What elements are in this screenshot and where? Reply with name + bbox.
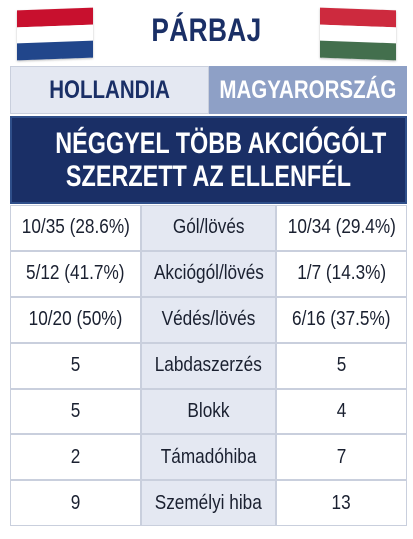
stat-value-left: 2	[70, 445, 81, 468]
stat-value-right-cell: 10/34 (29.4%)	[276, 205, 407, 251]
stats-row: 10/20 (50%) Védés/lövés 6/16 (37.5%)	[10, 296, 407, 343]
team-names-row: HOLLANDIA MAGYARORSZÁG	[10, 66, 407, 114]
stats-row: 5 Labdaszerzés 5	[10, 342, 407, 389]
stat-value-right: 6/16 (37.5%)	[292, 308, 391, 331]
stat-value-left-cell: 10/20 (50%)	[10, 296, 141, 343]
stat-label-cell: Blokk	[141, 388, 276, 435]
stat-value-left: 5	[70, 354, 81, 377]
stat-value-right: 10/34 (29.4%)	[287, 216, 396, 239]
stat-value-left-cell: 2	[10, 434, 141, 481]
stats-row: 9 Személyi hiba 13	[10, 480, 407, 527]
page-title: PÁRBAJ	[151, 12, 262, 48]
stat-value-right: 1/7 (14.3%)	[297, 262, 386, 285]
stats-row: 5/12 (41.7%) Akciógól/lövés 1/7 (14.3%)	[10, 250, 407, 297]
stat-label-cell: Személyi hiba	[141, 480, 276, 527]
team-right-name: MAGYARORSZÁG	[219, 75, 397, 104]
stat-value-left: 10/20 (50%)	[28, 308, 123, 331]
headline-line-2: SZERZETT AZ ELLENFÉL	[65, 160, 352, 193]
stat-value-left: 5/12 (41.7%)	[26, 262, 125, 285]
stat-value-right-cell: 6/16 (37.5%)	[276, 296, 407, 343]
stat-value-right-cell: 1/7 (14.3%)	[276, 250, 407, 297]
stat-value-left-cell: 9	[10, 480, 141, 527]
team-left: HOLLANDIA	[10, 66, 209, 114]
stats-row: 5 Blokk 4	[10, 388, 407, 435]
stat-value-right-cell: 7	[276, 434, 407, 481]
stat-value-right: 4	[336, 400, 347, 422]
flag-stripe-bottom	[320, 40, 396, 61]
team-left-name: HOLLANDIA	[49, 75, 170, 104]
stat-label: Labdaszerzés	[154, 354, 263, 377]
stat-value-right: 7	[336, 445, 347, 468]
header: PÁRBAJ	[0, 0, 413, 66]
stat-value-left-cell: 10/35 (28.6%)	[10, 205, 141, 251]
stat-label-cell: Akciógól/lövés	[141, 250, 276, 297]
stat-label: Blokk	[187, 400, 230, 422]
stat-value-left-cell: 5/12 (41.7%)	[10, 250, 141, 297]
hungary-flag-icon	[320, 7, 396, 61]
stat-value-left: 10/35 (28.6%)	[21, 216, 130, 239]
stats-row: 2 Támadóhiba 7	[10, 434, 407, 481]
stat-value-right-cell: 13	[276, 480, 407, 527]
stat-value-right-cell: 4	[276, 388, 407, 435]
stat-value-left-cell: 5	[10, 388, 141, 435]
stat-label: Támadóhiba	[160, 445, 257, 468]
stat-label: Gól/lövés	[172, 216, 245, 239]
stat-value-right: 5	[336, 354, 347, 377]
headline-line-1: NÉGGYEL TÖBB AKCIÓGÓLT	[55, 127, 387, 160]
stat-value-left: 5	[70, 400, 81, 422]
stat-value-left: 9	[70, 491, 81, 514]
stat-label-cell: Támadóhiba	[141, 434, 276, 481]
stat-label-cell: Labdaszerzés	[141, 342, 276, 389]
stat-label-cell: Védés/lövés	[141, 296, 276, 343]
stat-value-right-cell: 5	[276, 342, 407, 389]
stat-label-cell: Gól/lövés	[141, 205, 276, 251]
stat-value-left-cell: 5	[10, 342, 141, 389]
stat-label: Védés/lövés	[161, 308, 256, 331]
stats-row: 10/35 (28.6%) Gól/lövés 10/34 (29.4%)	[10, 205, 407, 251]
stat-label: Személyi hiba	[154, 491, 263, 514]
team-right: MAGYARORSZÁG	[209, 66, 407, 114]
stat-label: Akciógól/lövés	[153, 262, 264, 285]
stat-value-right: 13	[331, 491, 352, 514]
headline-banner: NÉGGYEL TÖBB AKCIÓGÓLT SZERZETT AZ ELLEN…	[10, 116, 407, 204]
stats-table: 10/35 (28.6%) Gól/lövés 10/34 (29.4%) 5/12 …	[10, 205, 407, 527]
